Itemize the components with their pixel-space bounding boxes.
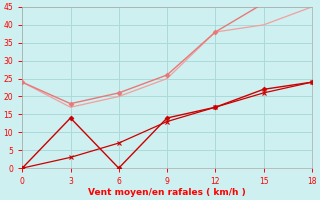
X-axis label: Vent moyen/en rafales ( km/h ): Vent moyen/en rafales ( km/h ) bbox=[88, 188, 246, 197]
